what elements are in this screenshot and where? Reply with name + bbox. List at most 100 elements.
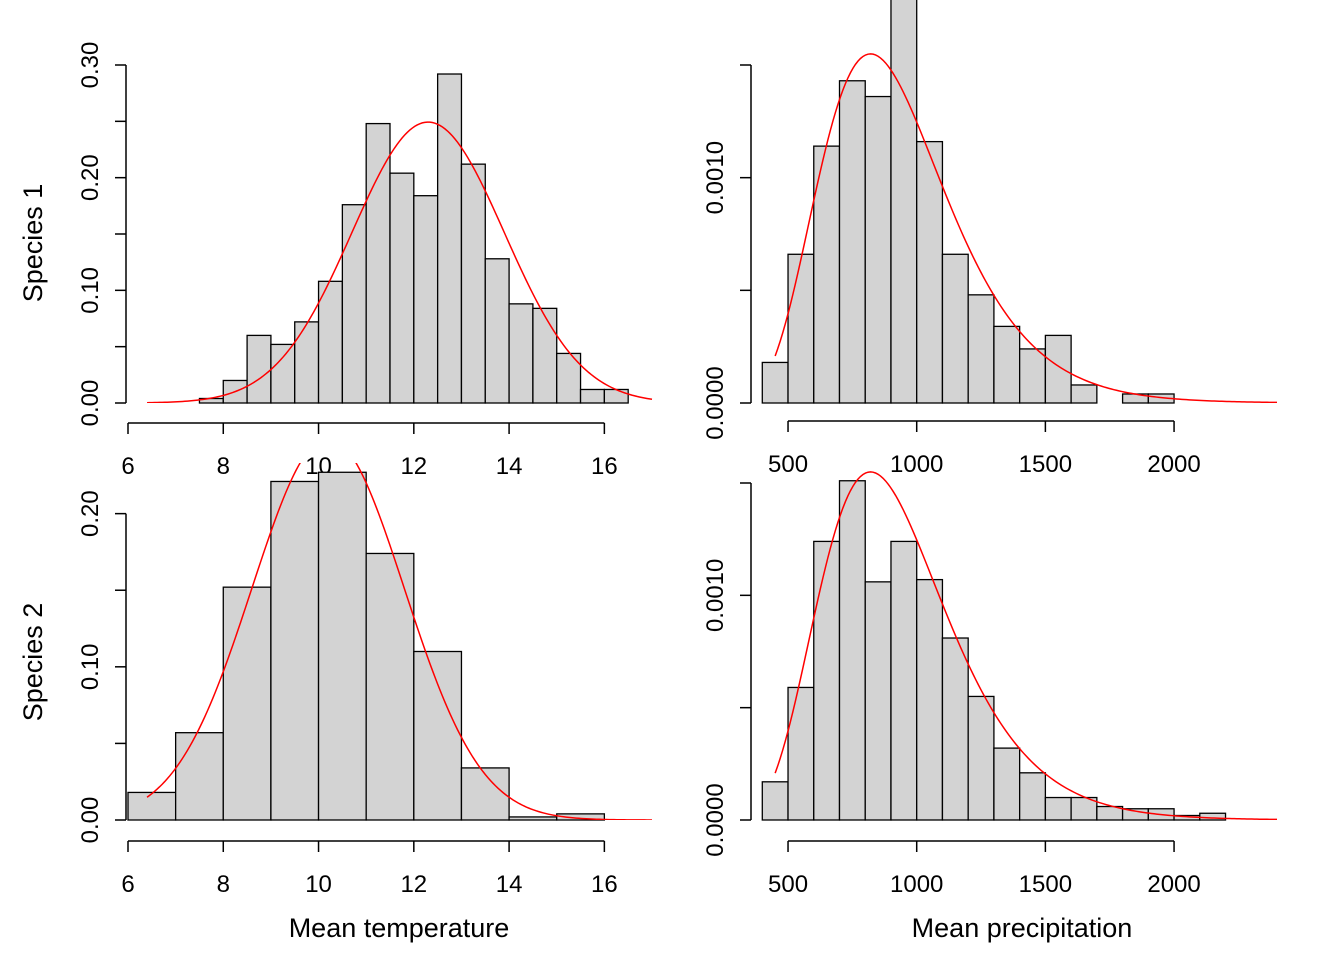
density-curve [774, 53, 1278, 403]
histogram-bar [174, 732, 224, 821]
y-tick-label: 0.0010 [702, 141, 729, 214]
histogram-bar [532, 307, 558, 404]
x-tick-label: 14 [496, 453, 523, 480]
histogram-bar [460, 163, 486, 404]
histogram-bar [484, 258, 510, 404]
histogram-bar [787, 253, 815, 404]
histogram-bar [993, 325, 1021, 404]
y-tick-label: 0.0000 [702, 366, 729, 439]
x-tick-label: 1500 [1019, 871, 1072, 898]
histogram-bar [1018, 772, 1047, 821]
x-tick-label: 8 [217, 453, 230, 480]
bars [127, 471, 606, 821]
y-tick-label: 0.00 [77, 797, 104, 844]
y-tick-label: 0.0010 [702, 559, 729, 632]
histogram-bar [1044, 334, 1072, 404]
panel-1: 6 8 10 12 14 160.000.100.200.30 [77, 42, 653, 480]
histogram-bar [389, 172, 415, 404]
histogram-bar [787, 686, 815, 821]
bars [761, 480, 1227, 821]
x-tick-label: 500 [768, 451, 808, 478]
x-axis: 500 1000 1500 2000 [768, 840, 1201, 898]
histogram-bar [993, 747, 1021, 821]
histogram-bar [127, 791, 177, 821]
x-tick-label: 12 [400, 453, 427, 480]
x-axis: 6 8 10 12 14 16 [121, 422, 618, 480]
y-tick-label: 0.20 [77, 490, 104, 537]
histogram-bar [317, 280, 344, 404]
histogram-bar [761, 361, 789, 404]
bars [198, 73, 629, 404]
histogram-bar [1044, 796, 1072, 821]
histogram-bar [222, 586, 272, 821]
row-label-species-1: Species 1 [18, 184, 48, 303]
histogram-bar [556, 813, 606, 821]
x-tick-label: 2000 [1147, 871, 1200, 898]
histogram-bar [1018, 348, 1047, 404]
panel-2: 500 1000 1500 2000 0.0000 0.0010 [702, 0, 1278, 478]
histogram-bar [413, 650, 463, 821]
histogram-bar [508, 816, 558, 821]
x-tick-label: 16 [591, 871, 618, 898]
x-tick-label: 10 [305, 871, 332, 898]
histogram-bar [838, 480, 866, 821]
y-tick-label: 0.10 [77, 267, 104, 314]
histogram-bar [270, 480, 320, 821]
density-curve [146, 463, 652, 820]
histogram-bar [508, 303, 534, 404]
histogram-bar [460, 767, 510, 821]
histogram-bar [761, 781, 789, 821]
y-tick-label: 0.00 [77, 380, 104, 427]
x-tick-label: 2000 [1147, 451, 1200, 478]
bars [761, 0, 1175, 404]
histogram-bar [890, 0, 918, 404]
panel-3: 6 8 10 12 14 16 0.00 0.10 0.20 [77, 463, 652, 898]
histogram-bar [365, 122, 391, 404]
x-tick-label: 1500 [1019, 451, 1072, 478]
row-label-species-2: Species 2 [18, 603, 48, 722]
histogram-bar [864, 95, 892, 404]
x-tick-label: 16 [591, 453, 618, 480]
histogram-bar [941, 253, 969, 404]
x-tick-label: 6 [121, 453, 134, 480]
density-curve [147, 121, 653, 403]
y-axis: 0.00 0.10 0.20 0.30 [77, 42, 127, 427]
histogram-bar [270, 343, 296, 404]
histogram-bar [916, 578, 944, 821]
x-tick-label: 8 [217, 871, 230, 898]
histogram-bar [365, 552, 415, 821]
x-tick-label: 14 [496, 871, 523, 898]
histogram-bar [890, 540, 918, 821]
x-tick-label: 6 [121, 871, 134, 898]
histogram-bar [246, 334, 272, 404]
histogram-bar [579, 388, 606, 404]
histogram-bar [864, 581, 892, 821]
x-tick-label: 1000 [890, 451, 943, 478]
y-tick-label: 0.30 [77, 42, 104, 89]
histogram-bar [603, 388, 629, 404]
histogram-bar [916, 140, 944, 404]
density-curve [774, 471, 1278, 820]
histogram-bar [838, 80, 866, 404]
histogram-bar [1070, 384, 1098, 404]
y-tick-label: 0.10 [77, 643, 104, 690]
x-tick-label: 12 [400, 871, 427, 898]
x-axis: 500 1000 1500 2000 [768, 420, 1201, 478]
y-axis: 0.0000 0.0010 [702, 482, 752, 857]
histogram-bar [556, 352, 582, 404]
histogram-bar [317, 471, 367, 821]
histogram-bar [436, 73, 463, 404]
histogram-bar [967, 695, 995, 821]
x-tick-label: 1000 [890, 871, 943, 898]
y-axis: 0.0000 0.0010 [702, 64, 752, 440]
y-tick-label: 0.0000 [702, 783, 729, 856]
x-axis-title-precipitation: Mean precipitation [912, 913, 1133, 943]
x-axis: 6 8 10 12 14 16 [121, 840, 618, 898]
histogram-bar [413, 195, 439, 404]
histogram-bar [813, 540, 841, 821]
histogram-bar [941, 637, 969, 821]
panel-4: 500 1000 1500 2000 0.0000 0.0010 [702, 471, 1278, 898]
x-tick-label: 500 [768, 871, 808, 898]
histogram-bar [967, 294, 995, 404]
